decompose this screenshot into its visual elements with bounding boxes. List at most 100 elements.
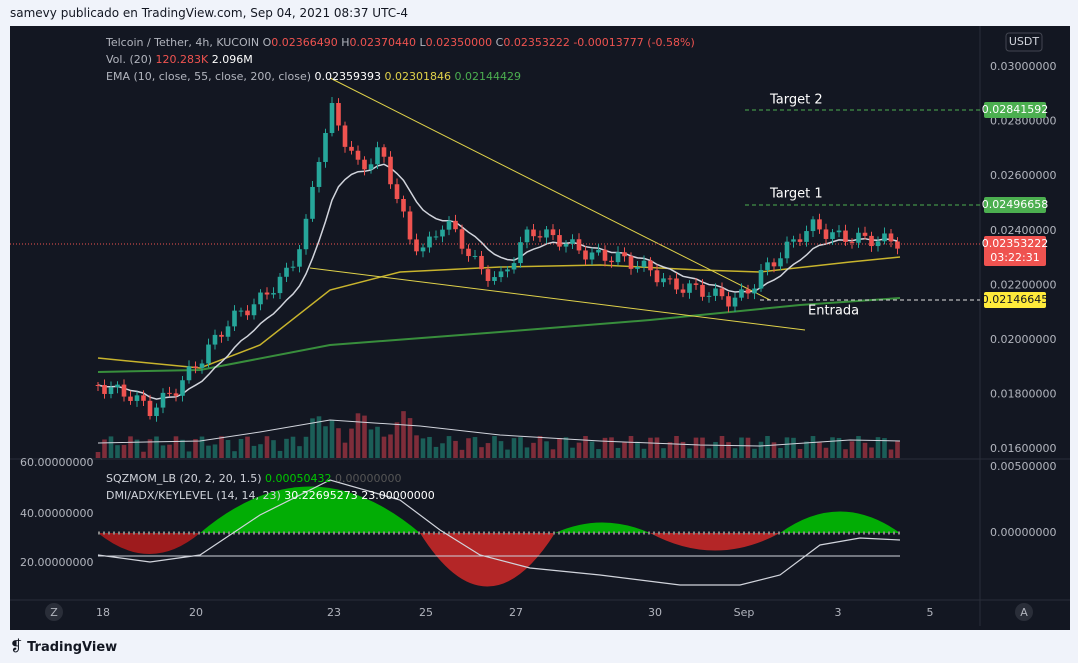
volume-bar	[687, 448, 692, 458]
volume-bar	[732, 448, 738, 458]
value: 0.02359393	[314, 70, 381, 83]
volume-bar	[667, 442, 673, 458]
volume-bar	[693, 437, 699, 458]
candle-body	[726, 296, 731, 307]
volume-bar	[511, 438, 517, 458]
volume-bar	[251, 445, 257, 458]
ohlc: 0.02350000	[425, 36, 493, 49]
volume-bar	[381, 436, 387, 458]
lower-left-label: 60.00000000	[20, 456, 93, 469]
trendline	[329, 77, 771, 301]
volume-bar	[303, 436, 309, 458]
candle-body	[297, 249, 302, 267]
volume-bar	[888, 449, 894, 458]
badge	[984, 197, 1046, 213]
candle-body	[154, 407, 159, 417]
candle-body	[869, 235, 874, 247]
volume-bar	[817, 442, 822, 458]
badge-text: 03:22:31	[990, 251, 1039, 264]
button[interactable]	[1015, 603, 1033, 621]
volume-bar	[648, 437, 653, 458]
candle-body	[121, 384, 127, 397]
logo: ❡	[10, 637, 23, 655]
volume-bar	[576, 442, 582, 458]
candle-body	[576, 239, 582, 251]
annotation: Target 1	[769, 187, 823, 202]
volume-bar	[791, 437, 796, 458]
candle-body	[394, 184, 400, 199]
volume-bar	[550, 449, 556, 458]
price-label: 0.03000000	[990, 60, 1056, 73]
value: 120.283K	[155, 53, 209, 66]
candle-body	[823, 229, 829, 239]
volume-bar	[752, 448, 757, 458]
candle-body	[739, 289, 744, 298]
candle-body	[323, 132, 328, 162]
candle-body	[440, 229, 445, 237]
candle-body	[95, 385, 101, 386]
candle-body	[589, 252, 595, 260]
candle-body	[752, 288, 757, 294]
volume-bar	[485, 443, 491, 458]
volume-bar	[277, 450, 283, 458]
volume-bar	[810, 436, 816, 458]
candle-body	[238, 310, 244, 312]
volume-bar	[505, 449, 510, 458]
volume-bar	[544, 441, 549, 458]
squeeze-neg	[98, 533, 200, 554]
candle-body	[479, 255, 484, 270]
candle-body	[849, 241, 855, 243]
candle-body	[875, 241, 881, 247]
candle-body	[453, 220, 458, 230]
candle-body	[856, 232, 861, 243]
candle-body	[206, 344, 211, 364]
volume-bar	[128, 436, 133, 458]
candle-body	[472, 255, 478, 257]
candle-body	[745, 289, 751, 294]
lower-legend: SQZMOM_LB (20, 2, 20, 1.5) 0.00050432 0.…	[106, 470, 435, 504]
volume-bar	[433, 446, 439, 458]
volume-bar	[713, 441, 718, 458]
badge	[984, 102, 1046, 118]
volume-bar	[225, 439, 231, 458]
candle-body	[505, 269, 510, 272]
volume-bar	[264, 436, 270, 458]
candle-body	[427, 236, 432, 248]
candle-body	[615, 252, 621, 263]
value: 0.02301846	[384, 70, 451, 83]
volume-bar	[420, 438, 426, 458]
footer: ❡ TradingView	[10, 637, 117, 655]
candle-body	[264, 292, 270, 295]
volume-bar	[154, 436, 159, 458]
candle-body	[602, 249, 608, 261]
candle-body	[836, 230, 842, 233]
badge	[984, 292, 1046, 308]
button[interactable]	[45, 603, 63, 621]
volume-bar	[180, 439, 185, 458]
currency-button[interactable]	[1005, 32, 1043, 52]
candle-body	[102, 385, 107, 394]
annotation: Target 2	[769, 93, 823, 108]
volume-bar	[849, 441, 855, 458]
volume-bar	[674, 436, 679, 458]
value: 0.00000000	[335, 472, 402, 485]
volume-bar	[355, 413, 361, 458]
volume-bar	[368, 429, 374, 458]
candle-body	[550, 229, 556, 236]
volume-bar	[440, 443, 445, 458]
volume-bar	[329, 419, 335, 458]
candle-body	[141, 395, 146, 401]
trendline	[309, 267, 806, 331]
volume-bar	[388, 434, 393, 458]
candle-body	[355, 150, 361, 160]
value: 0.00050432	[265, 472, 332, 485]
candle-body	[596, 249, 601, 253]
candle-body	[258, 292, 263, 305]
candle-body	[511, 263, 517, 270]
lower-axis: 60.00000000 40.00000000 20.00000000 0.00500…	[20, 456, 1056, 569]
candle-body	[557, 235, 562, 247]
volume-bar	[823, 447, 829, 458]
volume-bar	[641, 448, 647, 458]
candle-body	[641, 260, 647, 267]
volume-bar	[862, 442, 868, 458]
